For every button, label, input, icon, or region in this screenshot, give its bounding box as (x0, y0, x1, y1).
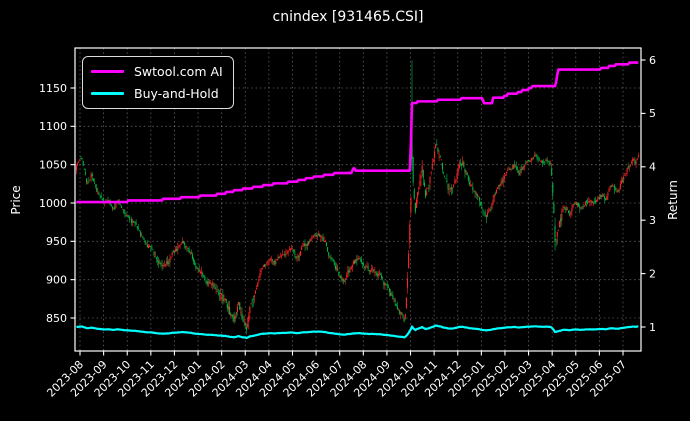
legend-label: Buy-and-Hold (134, 86, 219, 101)
price-tick-label: 950 (46, 235, 67, 248)
price-tick-label: 1050 (39, 158, 67, 171)
legend-item: Buy-and-Hold (91, 85, 223, 102)
return-tick-label: 1 (649, 321, 656, 334)
chart-title: cnindex [931465.CSI] (272, 9, 424, 25)
return-tick-label: 3 (649, 214, 656, 227)
legend-item: Swtool.com AI (91, 63, 223, 80)
ai-strategy-line (76, 61, 639, 204)
candles-layer (75, 60, 639, 335)
tick-marks (70, 59, 646, 356)
price-tick-label: 900 (46, 273, 67, 286)
legend: Swtool.com AI Buy-and-Hold (82, 56, 234, 109)
legend-line-sample (91, 92, 124, 95)
price-tick-label: 1150 (39, 82, 67, 95)
legend-line-sample (91, 70, 124, 73)
up-candle-bodies (75, 144, 639, 327)
return-tick-label: 4 (649, 161, 656, 174)
buy-and-hold-line (76, 324, 639, 340)
legend-label: Swtool.com AI (134, 64, 223, 79)
return-axis-label: Return (666, 180, 680, 220)
price-tick-label: 1100 (39, 120, 67, 133)
return-tick-label: 5 (649, 107, 656, 120)
price-tick-label: 850 (46, 312, 67, 325)
plot-border (74, 47, 642, 352)
return-tick-label: 2 (649, 267, 656, 280)
price-axis-label: Price (9, 185, 23, 215)
down-candle-bodies (80, 132, 636, 330)
price-tick-label: 1000 (39, 197, 67, 210)
return-tick-label: 6 (649, 54, 656, 67)
